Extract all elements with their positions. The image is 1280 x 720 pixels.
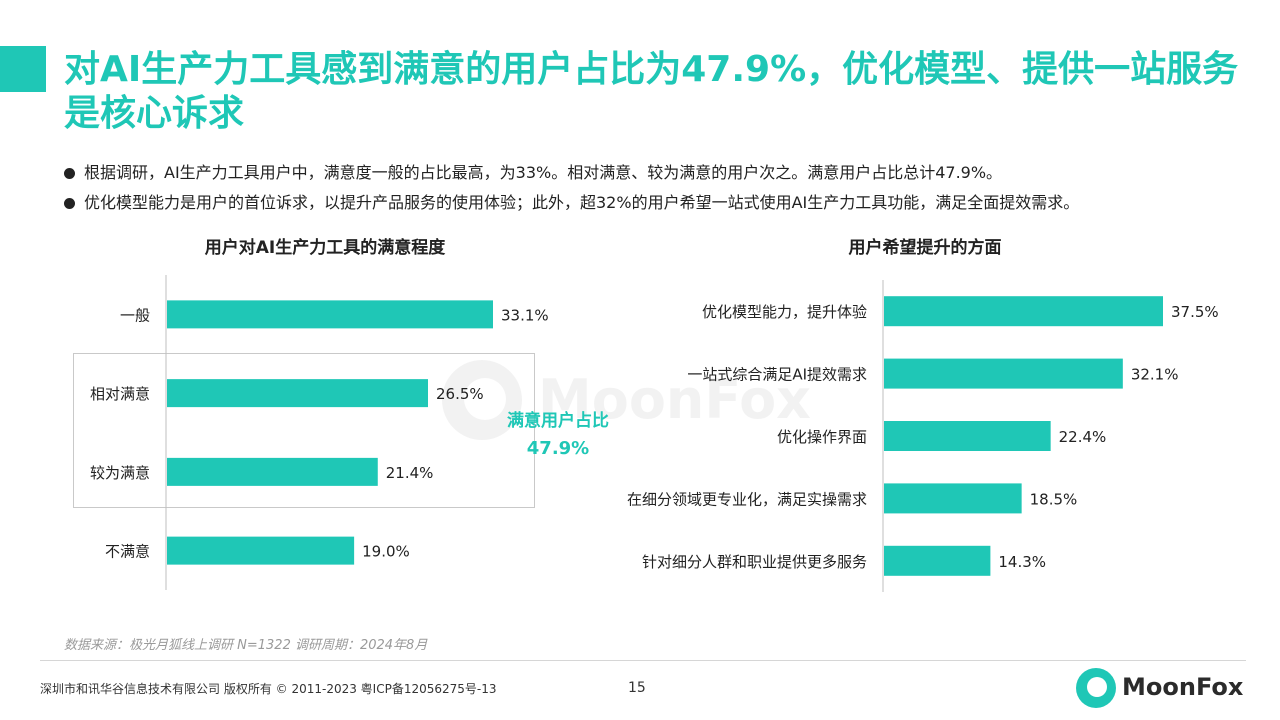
satisfaction-category-label: 一般 <box>120 306 150 324</box>
copyright-text: 深圳市和讯华谷信息技术有限公司 版权所有 © 2011-2023 粤ICP备12… <box>40 682 497 696</box>
bullet-item: 根据调研，AI生产力工具用户中，满意度一般的占比最高，为33%。相对满意、较为满… <box>62 160 1262 186</box>
improvement-bar <box>884 545 991 576</box>
satisfied-group-box <box>73 353 535 508</box>
bullet-text: 根据调研，AI生产力工具用户中，满意度一般的占比最高，为33%。相对满意、较为满… <box>84 163 1003 182</box>
satisfaction-category-label: 不满意 <box>105 543 150 561</box>
improvement-category-label: 优化操作界面 <box>777 428 867 446</box>
improvement-bar <box>884 296 1163 327</box>
improvement-value-label: 37.5% <box>1171 303 1219 321</box>
satisfaction-bar <box>167 536 355 565</box>
page-number: 15 <box>628 680 646 696</box>
bullet-item: 优化模型能力是用户的首位诉求，以提升产品服务的使用体验；此外，超32%的用户希望… <box>62 190 1262 216</box>
bullet-text: 优化模型能力是用户的首位诉求，以提升产品服务的使用体验；此外，超32%的用户希望… <box>84 193 1080 212</box>
satisfaction-value-label: 21.4% <box>386 464 434 482</box>
bullet-dot-icon <box>64 168 75 179</box>
satisfaction-chart-title: 用户对AI生产力工具的满意程度 <box>204 238 446 258</box>
watermark-text: MoonFox <box>538 368 812 431</box>
satisfaction-bar <box>167 379 428 408</box>
moonfox-watermark-logo-icon <box>442 360 522 440</box>
improvement-bar <box>884 483 1022 514</box>
satisfaction-value-label: 26.5% <box>436 385 484 403</box>
satisfaction-category-label: 相对满意 <box>90 385 150 403</box>
title-accent-block <box>0 46 46 92</box>
brand-name: MoonFox <box>1122 673 1244 701</box>
improvement-category-label: 在细分领域更专业化，满足实操需求 <box>627 490 867 508</box>
improvement-category-label: 一站式综合满足AI提效需求 <box>687 366 867 384</box>
improvement-value-label: 18.5% <box>1030 490 1078 508</box>
bullet-list: 根据调研，AI生产力工具用户中，满意度一般的占比最高，为33%。相对满意、较为满… <box>62 160 1262 220</box>
satisfied-share-value: 47.9% <box>526 438 590 459</box>
improvement-category-label: 优化模型能力，提升体验 <box>702 303 867 321</box>
improvement-chart-title: 用户希望提升的方面 <box>848 238 1002 258</box>
moonfox-logo-icon <box>1076 668 1116 708</box>
improvement-bar <box>884 358 1123 389</box>
improvement-category-label: 针对细分人群和职业提供更多服务 <box>642 553 867 571</box>
improvement-value-label: 32.1% <box>1131 366 1179 384</box>
satisfied-share-label: 满意用户占比 <box>507 411 609 431</box>
data-source-note: 数据来源：极光月狐线上调研 N=1322 调研周期：2024年8月 <box>64 638 428 653</box>
satisfaction-category-label: 较为满意 <box>90 464 150 482</box>
satisfaction-value-label: 19.0% <box>362 543 410 561</box>
satisfaction-value-label: 33.1% <box>501 306 549 324</box>
page-title: 对AI生产力工具感到满意的用户占比为47.9%，优化模型、提供一站服务是核心诉求 <box>64 49 1239 134</box>
moonfox-watermark: MoonFox <box>442 360 842 440</box>
footer-divider <box>40 660 1246 661</box>
satisfaction-bar <box>167 457 378 486</box>
bullet-dot-icon <box>64 198 75 209</box>
satisfaction-bar <box>167 300 493 329</box>
improvement-bar <box>884 421 1051 451</box>
moonfox-brand: MoonFox <box>1076 668 1246 708</box>
improvement-value-label: 14.3% <box>998 553 1046 571</box>
improvement-value-label: 22.4% <box>1059 428 1107 446</box>
